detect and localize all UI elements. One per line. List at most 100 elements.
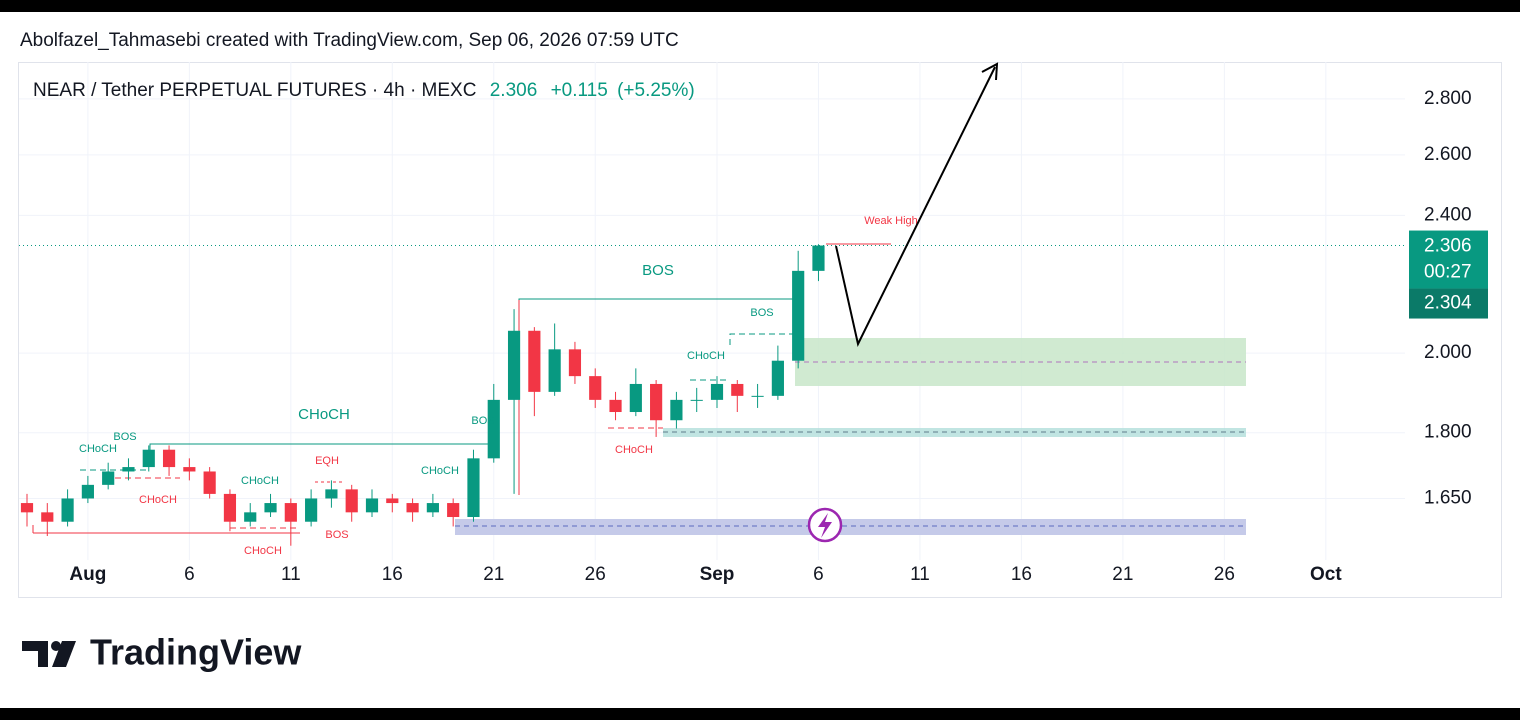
candle-body xyxy=(406,503,419,513)
candle-body xyxy=(284,503,297,522)
top-bar xyxy=(0,0,1520,12)
x-tick-label: 26 xyxy=(1214,564,1235,585)
last-price-label: 2.306 xyxy=(1424,236,1472,257)
y-tick-label: 2.400 xyxy=(1424,204,1472,225)
symbol-line: NEAR / Tether PERPETUAL FUTURES · 4h · M… xyxy=(33,80,695,101)
candle-body xyxy=(629,383,642,413)
candle-body xyxy=(223,493,237,522)
candle-body xyxy=(771,360,784,396)
projection-arrow xyxy=(835,66,996,347)
candle-body xyxy=(670,399,683,421)
annotation: BOS xyxy=(471,415,494,427)
annotation: CHoCH xyxy=(421,465,459,477)
annotation: CHoCH xyxy=(298,406,350,423)
x-tick-label: 11 xyxy=(281,564,301,585)
candles xyxy=(19,244,1407,546)
candle-body xyxy=(792,270,805,361)
attribution: Abolfazel_Tahmasebi created with Trading… xyxy=(20,30,679,51)
bottom-bar xyxy=(0,708,1520,720)
annotation: Weak High xyxy=(864,215,918,227)
annotation: CHoCH xyxy=(687,350,725,362)
annotation: BOS xyxy=(113,431,136,443)
candle-body xyxy=(122,467,135,472)
alert-icon[interactable] xyxy=(807,507,843,543)
candle-body xyxy=(548,349,561,392)
y-tick-label: 2.000 xyxy=(1424,342,1472,363)
candle-body xyxy=(41,512,54,522)
bid-box xyxy=(1409,288,1488,319)
last-price-box xyxy=(1409,230,1488,289)
x-tick-label: 26 xyxy=(585,564,606,585)
candle-body xyxy=(345,489,358,513)
annotation: CHoCH xyxy=(244,545,282,557)
countdown-label: 00:27 xyxy=(1424,262,1472,283)
bid-label: 2.304 xyxy=(1424,293,1472,314)
candle-body xyxy=(325,489,338,499)
x-tick-label: 16 xyxy=(382,564,403,585)
candle-body xyxy=(305,498,318,522)
candle-body xyxy=(264,503,277,513)
candle-body xyxy=(386,498,399,504)
x-tick-label: Oct xyxy=(1310,564,1342,585)
annotation: BOS xyxy=(325,529,348,541)
candle-body xyxy=(609,399,622,413)
change: +0.115 xyxy=(551,80,608,101)
annotation: BOS xyxy=(642,262,674,279)
x-tick-label: 16 xyxy=(1011,564,1032,585)
candle-body xyxy=(731,383,744,396)
choch-line xyxy=(149,443,494,452)
x-tick-label: Sep xyxy=(700,564,735,585)
y-tick-label: 1.650 xyxy=(1424,487,1472,508)
candle-body xyxy=(568,349,582,377)
candle-body xyxy=(589,376,602,400)
annotation: CHoCH xyxy=(615,444,653,456)
last-price: 2.306 xyxy=(490,80,538,101)
x-tick-label: 6 xyxy=(813,564,824,585)
candle-body xyxy=(812,245,825,271)
symbol-title: NEAR / Tether PERPETUAL FUTURES · 4h · M… xyxy=(33,80,476,101)
grid xyxy=(19,62,1405,560)
x-tick-label: Aug xyxy=(69,564,106,585)
annotation: CHoCH xyxy=(241,475,279,487)
annotation: EQH xyxy=(315,455,339,467)
y-tick-label: 1.800 xyxy=(1424,422,1472,443)
annotation: CHoCH xyxy=(79,443,117,455)
brand-name: TradingView xyxy=(90,632,302,673)
candle-body xyxy=(487,399,500,459)
candle-body xyxy=(426,503,439,513)
candle-body xyxy=(690,399,703,401)
arrow-head xyxy=(981,62,999,81)
candle-body xyxy=(183,467,196,472)
candle-body xyxy=(20,503,34,513)
low-zone xyxy=(455,519,1246,535)
price-box: 2.306 00:27 2.304 xyxy=(1409,230,1488,319)
candle-body xyxy=(751,395,764,397)
candle-body xyxy=(142,449,155,468)
change-pct: (+5.25%) xyxy=(617,80,695,101)
annotation: BOS xyxy=(750,307,773,319)
candle-body xyxy=(61,498,74,522)
brand-logo xyxy=(22,641,76,667)
candle-body xyxy=(710,383,724,400)
candle-body xyxy=(650,383,663,421)
x-tick-label: 21 xyxy=(483,564,504,585)
candle-body xyxy=(244,512,257,522)
candle-body xyxy=(203,471,216,494)
x-tick-label: 21 xyxy=(1112,564,1133,585)
candle-body xyxy=(162,449,176,468)
candle-body xyxy=(447,503,460,518)
candle-body xyxy=(81,484,94,499)
bos-dash xyxy=(729,333,795,345)
annotation: CHoCH xyxy=(139,494,177,506)
candle-body xyxy=(507,330,521,400)
x-tick-label: 6 xyxy=(184,564,195,585)
candle-body xyxy=(365,498,379,513)
candle-body xyxy=(102,471,115,485)
candle-body xyxy=(528,330,541,392)
candle-body xyxy=(467,458,480,518)
y-tick-label: 2.800 xyxy=(1424,88,1472,109)
x-tick-label: 11 xyxy=(910,564,930,585)
chart-frame xyxy=(18,62,1502,598)
y-tick-label: 2.600 xyxy=(1424,144,1472,165)
